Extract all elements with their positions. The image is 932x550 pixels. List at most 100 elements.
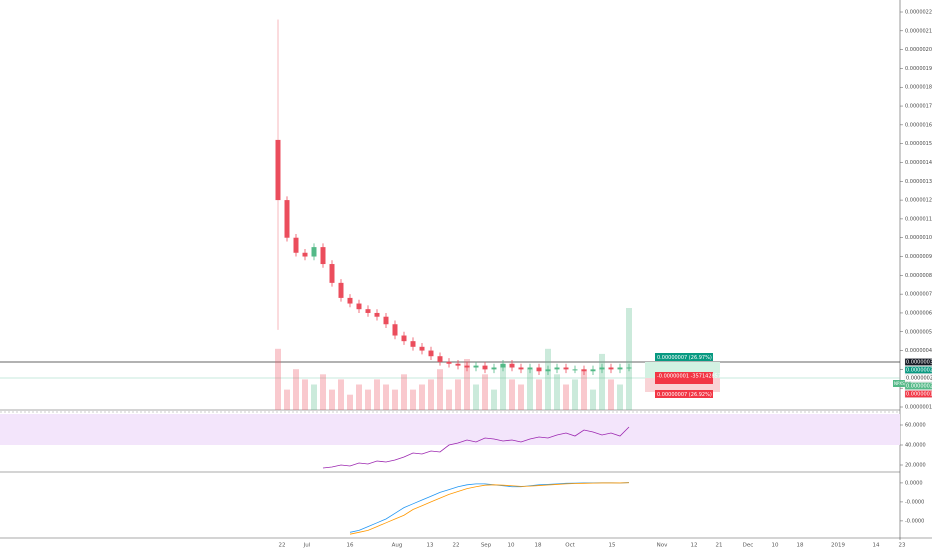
candle-body [428,350,434,357]
volume-bar [284,389,290,410]
candle-body [608,367,614,370]
volume-bar [293,369,299,410]
volume-bar [509,379,515,410]
rsi-tick-label: 60.0000 [905,423,926,429]
time-label: 22 [453,543,460,549]
stop-label: 0.00000007 (26.92%) 750 [657,392,723,398]
price-tag-label: 0.00000029 [906,368,932,374]
candle-body [581,369,587,372]
candle-body [455,363,461,366]
candle-body [599,367,605,370]
candle-body [374,312,380,317]
candle-body [473,365,479,368]
volume-bar [347,394,353,410]
macd-tick-label: -0.0000 [905,499,924,505]
candle-body [572,369,578,371]
volume-bar [311,384,317,410]
candle-body [491,367,497,370]
candle-body [338,282,344,298]
time-label: 18 [535,543,542,549]
rsi-band [0,414,900,445]
time-label: 18 [797,543,804,549]
time-label: 12 [691,543,698,549]
price-tag [904,382,932,390]
volume-bar [356,384,362,410]
candle-body [464,365,470,368]
price-tag [904,366,932,374]
time-label: 16 [347,543,354,549]
candle-body [536,367,542,372]
candle-body [401,335,407,342]
volume-bar [275,348,281,410]
candle-body [275,139,281,201]
time-label: 22 [279,543,286,549]
volume-bar [581,369,587,410]
candle-body [626,367,632,369]
macd-line [349,482,630,535]
candle-body [320,247,326,265]
candle-body [518,367,524,370]
volume-bar [482,374,488,410]
candle-body [383,316,389,325]
volume-bar [374,379,380,410]
target-label: 0.00000007 (26.97%) 1250 [657,355,726,361]
time-label: 10 [508,543,515,549]
time-label: Jul [303,543,311,549]
symbol-tag [893,380,911,387]
time-label: Dec [743,543,754,549]
candle-body [482,365,488,370]
time-label: Sep [481,543,492,549]
price-tag-label: 0.00000026 [906,376,932,382]
candle-body [284,200,290,238]
candle-body [329,264,335,283]
candle-body [527,367,533,370]
volume-bar [365,389,371,410]
candle-body [392,324,398,336]
volume-bar [590,389,596,410]
volume-bar [383,384,389,410]
volume-bar [599,353,605,410]
price-tag-label: 0.00000022 [906,384,932,390]
candle-body [302,252,308,257]
middle-box [655,372,713,384]
volume-bar [428,379,434,410]
candle-body [437,356,443,362]
price-tag [904,374,932,382]
candle-body [554,367,560,370]
candle-body [446,361,452,364]
time-label: 2019 [831,543,845,549]
candle-body [356,303,362,310]
volume-bar [329,389,335,410]
volume-bar [446,389,452,410]
volume-bar [554,374,560,410]
time-label: 13 [427,543,434,549]
candle-body [509,363,515,368]
candle-body [617,367,623,370]
volume-bar [464,359,470,410]
volume-bar [617,384,623,410]
candle-body [563,367,569,370]
stop-box [655,390,713,398]
volume-bar [491,389,497,410]
candle-body [590,369,596,372]
time-label: Aug [392,543,403,549]
time-label: 15 [609,543,616,549]
candle-body [311,247,317,257]
